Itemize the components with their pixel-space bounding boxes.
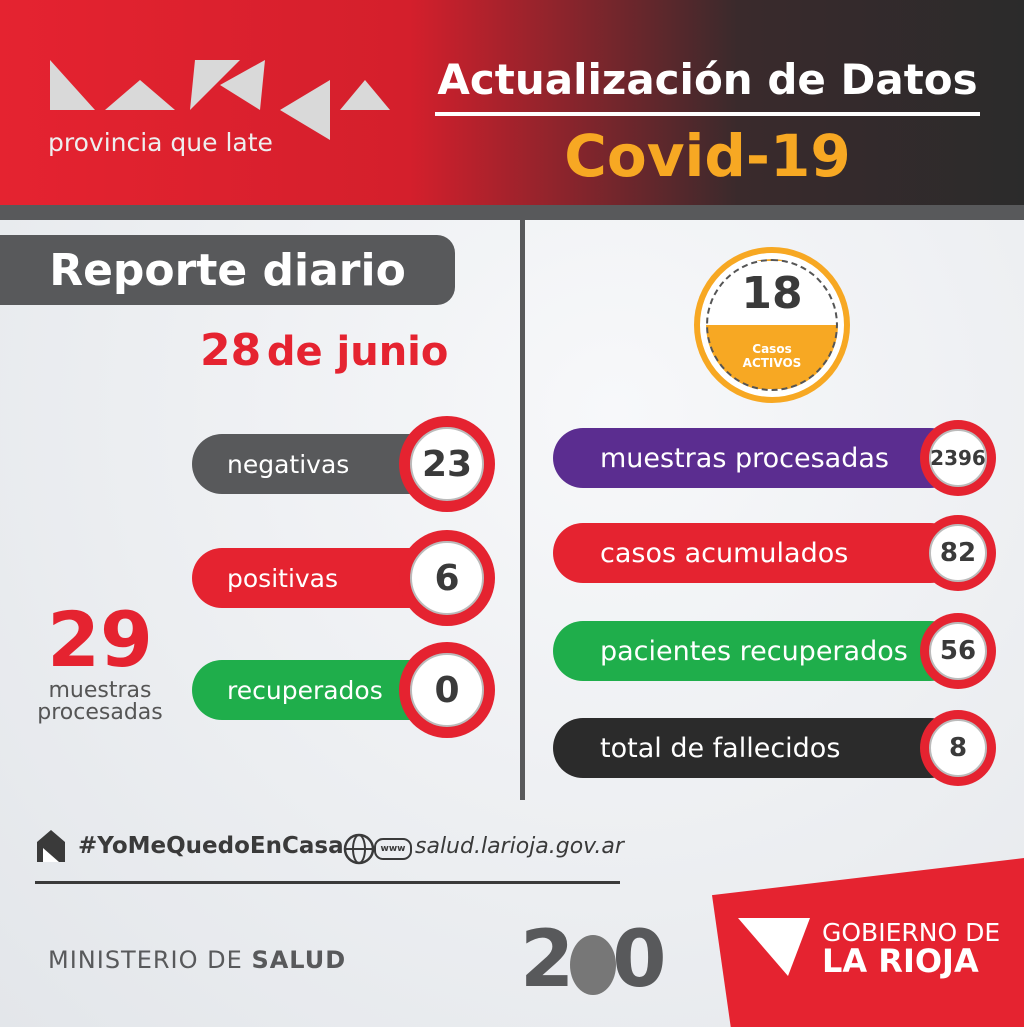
item-pill: pacientes recuperados <box>553 621 960 681</box>
logo-shapes <box>50 60 390 140</box>
item-value: 8 <box>929 719 987 777</box>
emblem <box>570 934 617 995</box>
footer-rule <box>35 881 620 884</box>
item-pill: casos acumulados <box>553 523 960 583</box>
item-value: 2396 <box>929 429 987 487</box>
item-value: 56 <box>929 622 987 680</box>
item-pill: recuperados <box>192 660 440 720</box>
item-value: 0 <box>410 653 484 727</box>
government-logo <box>738 918 810 976</box>
title-rule <box>435 112 980 116</box>
item-pill: muestras procesadas <box>553 428 960 488</box>
report-date: 28 de junio <box>200 325 448 376</box>
total-label-line: procesadas <box>37 700 163 725</box>
divider <box>520 220 525 800</box>
total-value: 29 <box>47 595 153 684</box>
value-ring: 8 <box>920 710 996 786</box>
active-label: Casos ACTIVOS <box>706 342 838 370</box>
total-label: muestras procesadas <box>30 680 170 724</box>
website: salud.larioja.gov.ar <box>415 834 624 859</box>
globe-icon <box>343 833 375 865</box>
tagline: provincia que late <box>48 128 273 157</box>
item-pill: negativas <box>192 434 440 494</box>
date-day: 28 <box>200 325 262 376</box>
item-pill: total de fallecidos <box>553 718 960 778</box>
value-ring: 2396 <box>920 420 996 496</box>
value-ring: 82 <box>920 515 996 591</box>
active-label-line: Casos <box>752 342 792 356</box>
title: Actualización de Datos <box>437 55 978 104</box>
header-strip <box>0 205 1024 220</box>
report-title: Reporte diario <box>0 235 455 305</box>
house-icon <box>37 830 65 862</box>
active-label-line: ACTIVOS <box>742 356 802 370</box>
header-band <box>0 0 1024 205</box>
value-ring: 56 <box>920 613 996 689</box>
value-ring: 23 <box>399 416 495 512</box>
government-line1: GOBIERNO DE <box>822 918 1001 947</box>
active-value: 18 <box>741 268 803 319</box>
item-value: 82 <box>929 524 987 582</box>
value-ring: 6 <box>399 530 495 626</box>
government-line2: LA RIOJA <box>822 942 979 980</box>
item-pill: positivas <box>192 548 440 608</box>
ministry-prefix: MINISTERIO DE <box>48 946 243 974</box>
subtitle: Covid-19 <box>564 122 851 190</box>
value-ring: 0 <box>399 642 495 738</box>
total-label-line: muestras <box>48 678 152 703</box>
item-value: 23 <box>410 427 484 501</box>
hashtag: #YoMeQuedoEnCasa <box>78 833 344 859</box>
item-value: 6 <box>410 541 484 615</box>
anniversary-digit: 0 <box>612 915 667 1005</box>
active-fill <box>706 259 838 391</box>
ministry-name: SALUD <box>251 946 347 974</box>
www-badge: www <box>374 838 412 860</box>
ministry: MINISTERIO DE SALUD <box>48 946 346 974</box>
date-month: de junio <box>266 329 449 375</box>
anniversary-digit: 2 <box>520 915 575 1005</box>
